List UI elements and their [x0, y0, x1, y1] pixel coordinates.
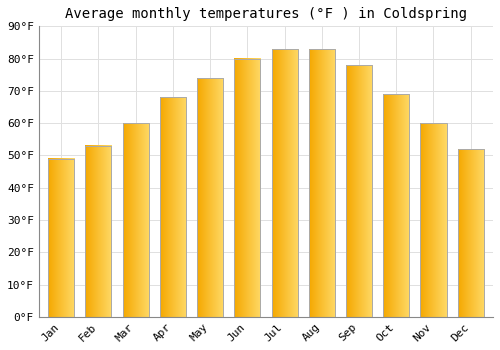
Bar	[383, 94, 409, 317]
Title: Average monthly temperatures (°F ) in Coldspring: Average monthly temperatures (°F ) in Co…	[65, 7, 467, 21]
Bar	[346, 65, 372, 317]
Bar	[458, 149, 483, 317]
Bar	[272, 49, 297, 317]
Bar	[122, 123, 148, 317]
Bar	[48, 159, 74, 317]
Bar	[308, 49, 335, 317]
Bar	[197, 78, 223, 317]
Bar	[234, 58, 260, 317]
Bar	[86, 146, 112, 317]
Bar	[420, 123, 446, 317]
Bar	[160, 97, 186, 317]
